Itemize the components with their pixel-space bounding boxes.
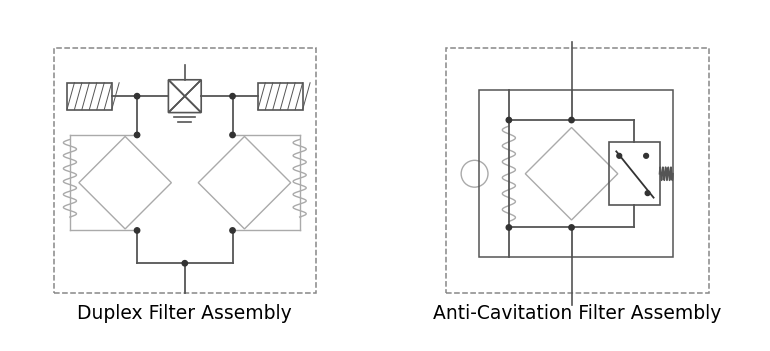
Circle shape — [230, 132, 235, 138]
Circle shape — [135, 132, 139, 138]
Bar — [67, 83, 112, 110]
Circle shape — [135, 228, 139, 233]
Circle shape — [569, 225, 574, 230]
Bar — [609, 143, 660, 205]
Bar — [54, 48, 316, 293]
Circle shape — [230, 93, 235, 99]
Circle shape — [506, 225, 511, 230]
Text: Anti-Cavitation Filter Assembly: Anti-Cavitation Filter Assembly — [434, 304, 721, 324]
Bar — [479, 90, 673, 257]
Circle shape — [569, 117, 574, 123]
Circle shape — [182, 260, 187, 266]
Circle shape — [645, 191, 650, 196]
Circle shape — [230, 228, 235, 233]
Circle shape — [135, 93, 139, 99]
Circle shape — [506, 117, 511, 123]
Bar — [447, 48, 708, 293]
Circle shape — [644, 153, 648, 158]
Circle shape — [617, 153, 621, 158]
Bar — [258, 83, 303, 110]
Text: Duplex Filter Assembly: Duplex Filter Assembly — [78, 304, 292, 324]
